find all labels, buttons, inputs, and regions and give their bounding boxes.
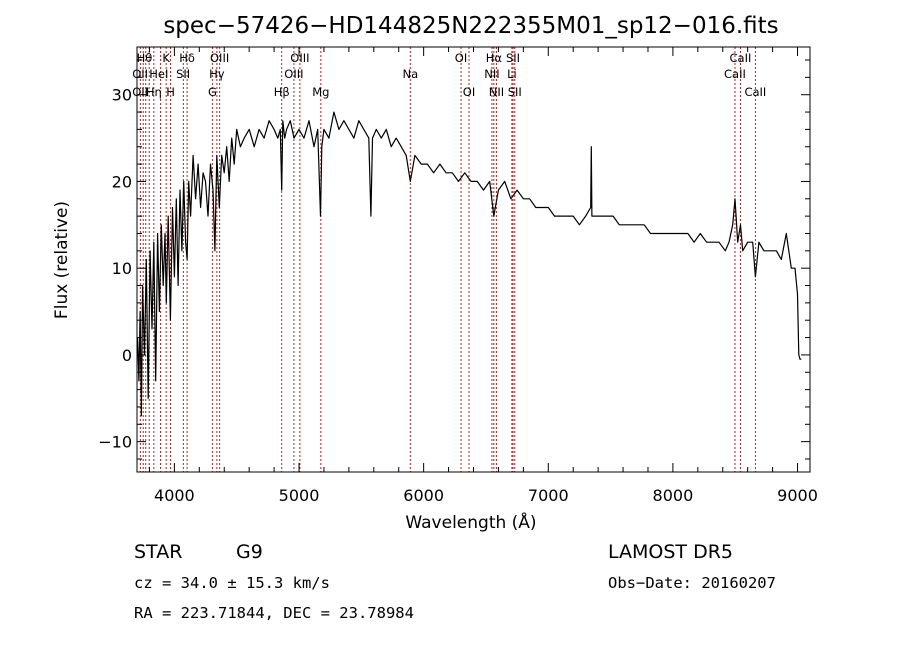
line-label: SII bbox=[506, 51, 520, 65]
x-tick-label: 7000 bbox=[528, 486, 569, 505]
x-tick-label: 9000 bbox=[777, 486, 818, 505]
line-label: CaII bbox=[744, 85, 766, 99]
coordinates-text: RA = 223.71844, DEC = 23.78984 bbox=[134, 604, 414, 622]
object-class-label: STAR bbox=[134, 541, 182, 563]
line-label: CaII bbox=[730, 51, 752, 65]
line-label: Hη bbox=[146, 85, 162, 99]
line-label: NII bbox=[489, 85, 504, 99]
x-tick-label: 8000 bbox=[653, 486, 694, 505]
line-label: SII bbox=[176, 67, 190, 81]
x-axis-label: Wavelength (Å) bbox=[405, 511, 536, 533]
line-label: Hγ bbox=[209, 67, 225, 81]
spectrum-series-line bbox=[137, 111, 802, 417]
line-label: NII bbox=[484, 67, 499, 81]
line-label: CaII bbox=[724, 67, 746, 81]
x-tick-label: 5000 bbox=[279, 486, 320, 505]
spectral-line-markers bbox=[139, 47, 756, 472]
redshift-velocity-text: cz = 34.0 ± 15.3 km/s bbox=[134, 574, 330, 592]
chart-title: spec−57426−HD144825N222355M01_sp12−016.f… bbox=[163, 13, 778, 39]
line-label: SII bbox=[508, 85, 522, 99]
line-label: OI bbox=[463, 85, 475, 99]
line-label: H bbox=[166, 85, 175, 99]
y-tick-label: −10 bbox=[98, 433, 132, 452]
line-label: Mg bbox=[312, 85, 329, 99]
line-label: K bbox=[162, 51, 170, 65]
obs-date-text: Obs−Date: 20160207 bbox=[608, 574, 776, 592]
line-label: Li bbox=[507, 67, 517, 81]
x-tick-label: 6000 bbox=[403, 486, 444, 505]
subclass-label: G9 bbox=[236, 541, 263, 563]
line-label: Hα bbox=[486, 51, 503, 65]
line-label: OII bbox=[132, 85, 148, 99]
line-label: Na bbox=[402, 67, 418, 81]
line-label: OIII bbox=[284, 67, 303, 81]
y-tick-label: 10 bbox=[112, 259, 132, 278]
plot-frame bbox=[136, 46, 811, 473]
line-label: HeI bbox=[149, 67, 168, 81]
line-label: OII bbox=[132, 67, 148, 81]
line-label: Hθ bbox=[137, 51, 153, 65]
y-tick-label: 0 bbox=[122, 346, 132, 365]
y-tick-label: 30 bbox=[112, 86, 132, 105]
line-label: OI bbox=[455, 51, 467, 65]
y-axis-label: Flux (relative) bbox=[52, 201, 72, 319]
survey-label: LAMOST DR5 bbox=[608, 541, 733, 563]
line-label: OIII bbox=[290, 51, 309, 65]
x-tick-label: 4000 bbox=[154, 486, 195, 505]
line-label: OIII bbox=[210, 51, 229, 65]
x-axis-ticks: 4000 5000 6000 7000 8000 9000 bbox=[148, 47, 818, 505]
y-axis-ticks: −10 0 10 20 30 bbox=[98, 59, 810, 460]
line-label: G bbox=[208, 85, 217, 99]
line-label: Hβ bbox=[274, 85, 290, 99]
y-tick-label: 20 bbox=[112, 172, 132, 191]
line-label: Hδ bbox=[179, 51, 195, 65]
